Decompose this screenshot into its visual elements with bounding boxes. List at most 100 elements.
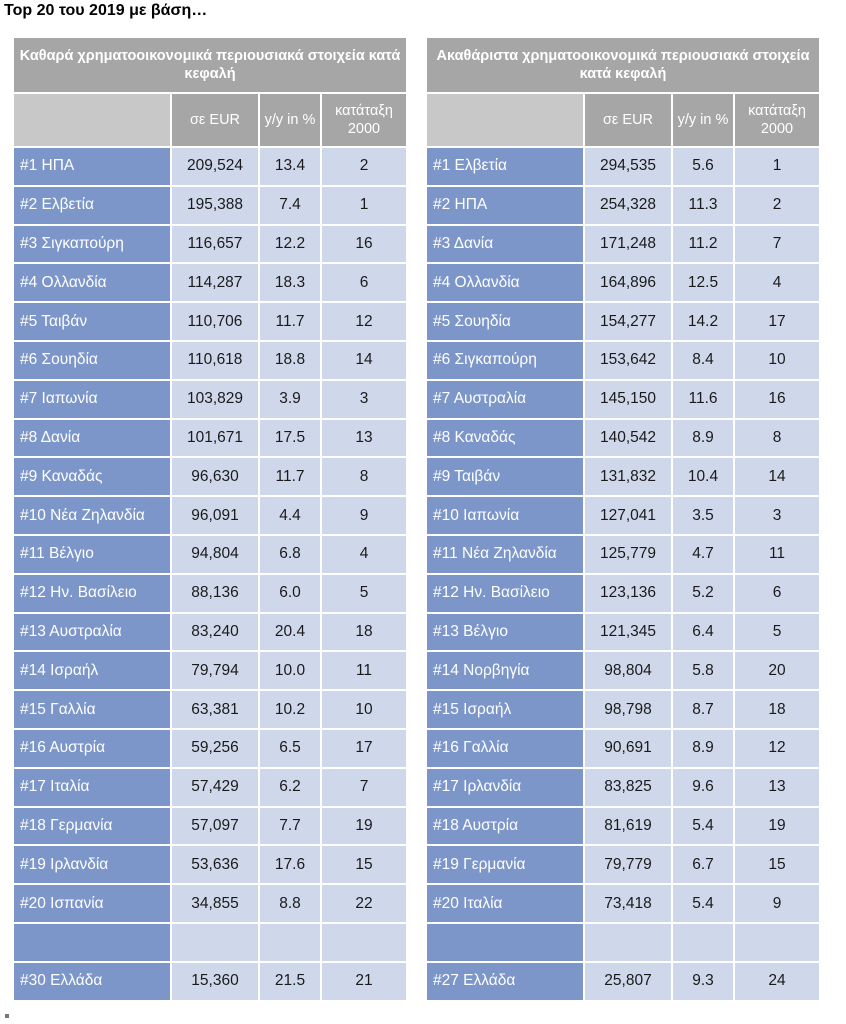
yy-change-cell: 12.2 (260, 225, 320, 263)
eur-value-cell: 154,277 (585, 303, 671, 340)
table-row: #19 Γερμανία 79,779 6.7 15 (427, 846, 819, 884)
rank-2000-cell: 16 (322, 225, 406, 263)
eur-value-cell: 63,381 (172, 691, 258, 728)
rank-2000-cell: 2 (735, 186, 819, 224)
table-row: #14 Νορβηγία 98,804 5.8 20 (427, 652, 819, 690)
yy-change-cell: 8.9 (673, 729, 733, 767)
country-cell (14, 923, 170, 961)
rank-2000-cell: 9 (735, 885, 819, 922)
table-row: #20 Ισπανία 34,855 8.8 22 (14, 885, 406, 922)
eur-value-cell: 73,418 (585, 885, 671, 922)
rank-2000-cell: 20 (735, 652, 819, 690)
eur-value-cell: 96,630 (172, 458, 258, 496)
yy-change-cell: 9.3 (673, 962, 733, 1000)
rank-2000-cell: 18 (735, 691, 819, 728)
yy-change-cell: 5.8 (673, 652, 733, 690)
country-cell: #2 Ελβετία (14, 186, 170, 224)
country-cell: #16 Αυστρία (14, 729, 170, 767)
yy-change-cell: 8.4 (673, 341, 733, 379)
yy-change-cell: 8.8 (260, 885, 320, 922)
country-cell: #2 ΗΠΑ (427, 186, 583, 224)
rank-2000-cell: 5 (735, 613, 819, 651)
rank-2000-cell: 13 (735, 768, 819, 806)
country-cell: #3 Σιγκαπούρη (14, 225, 170, 263)
country-cell: #20 Ισπανία (14, 885, 170, 922)
country-cell: #5 Ταιβάν (14, 303, 170, 340)
country-cell: #15 Γαλλία (14, 691, 170, 728)
country-cell: #10 Ιαπωνία (427, 497, 583, 534)
rank-2000-cell: 18 (322, 613, 406, 651)
table-row: #16 Γαλλία 90,691 8.9 12 (427, 729, 819, 767)
yy-change-cell: 12.5 (673, 264, 733, 302)
eur-value-cell: 15,360 (172, 962, 258, 1000)
rank-2000-cell: 5 (322, 574, 406, 612)
table-row: #11 Βέλγιο 94,804 6.8 4 (14, 535, 406, 573)
yy-change-cell: 5.2 (673, 574, 733, 612)
table-header: Καθαρά χρηματοοικονομικά περιουσιακά στο… (14, 38, 406, 92)
rank-2000-cell (322, 923, 406, 961)
table-row: #2 Ελβετία 195,388 7.4 1 (14, 186, 406, 224)
rank-2000-cell: 15 (322, 846, 406, 884)
column-header-eur: σε EUR (172, 94, 258, 146)
table-row: #7 Αυστραλία 145,150 11.6 16 (427, 380, 819, 418)
rank-2000-cell: 10 (735, 341, 819, 379)
rank-2000-cell: 13 (322, 419, 406, 457)
country-cell: #15 Ισραήλ (427, 691, 583, 728)
country-cell: #14 Ισραήλ (14, 652, 170, 690)
eur-value-cell: 81,619 (585, 807, 671, 845)
country-cell: #17 Ιταλία (14, 768, 170, 806)
country-cell: #30 Ελλάδα (14, 962, 170, 1000)
rank-2000-cell: 6 (735, 574, 819, 612)
country-cell: #6 Σουηδία (14, 341, 170, 379)
table-row: #12 Ην. Βασίλειο 88,136 6.0 5 (14, 574, 406, 612)
eur-value-cell: 140,542 (585, 419, 671, 457)
eur-value-cell: 164,896 (585, 264, 671, 302)
country-cell: #27 Ελλάδα (427, 962, 583, 1000)
rank-2000-cell: 6 (322, 264, 406, 302)
yy-change-cell: 18.3 (260, 264, 320, 302)
country-cell: #8 Καναδάς (427, 419, 583, 457)
country-cell: #19 Γερμανία (427, 846, 583, 884)
eur-value-cell: 294,535 (585, 148, 671, 185)
table-row: #13 Αυστραλία 83,240 20.4 18 (14, 613, 406, 651)
eur-value-cell (172, 923, 258, 961)
yy-change-cell: 21.5 (260, 962, 320, 1000)
table-row: #5 Σουηδία 154,277 14.2 17 (427, 303, 819, 340)
table-row: #12 Ην. Βασίλειο 123,136 5.2 6 (427, 574, 819, 612)
eur-value-cell: 79,794 (172, 652, 258, 690)
table-row: #1 ΗΠΑ 209,524 13.4 2 (14, 148, 406, 185)
country-cell: #9 Ταιβάν (427, 458, 583, 496)
table-row: #15 Γαλλία 63,381 10.2 10 (14, 691, 406, 728)
yy-change-cell: 13.4 (260, 148, 320, 185)
country-cell: #19 Ιρλανδία (14, 846, 170, 884)
country-cell: #8 Δανία (14, 419, 170, 457)
country-cell: #14 Νορβηγία (427, 652, 583, 690)
country-cell: #4 Ολλανδία (14, 264, 170, 302)
table-row (427, 923, 819, 961)
table-row: #20 Ιταλία 73,418 5.4 9 (427, 885, 819, 922)
eur-value-cell: 110,706 (172, 303, 258, 340)
rank-2000-cell: 19 (735, 807, 819, 845)
page-title: Top 20 του 2019 με βάση… (4, 2, 208, 19)
rank-2000-cell: 9 (322, 497, 406, 534)
eur-value-cell: 121,345 (585, 613, 671, 651)
rank-2000-cell: 15 (735, 846, 819, 884)
yy-change-cell: 17.5 (260, 419, 320, 457)
net-assets-table: Καθαρά χρηματοοικονομικά περιουσιακά στο… (12, 36, 408, 1002)
rank-2000-cell: 21 (322, 962, 406, 1000)
eur-value-cell: 98,798 (585, 691, 671, 728)
yy-change-cell: 6.5 (260, 729, 320, 767)
yy-change-cell: 5.4 (673, 885, 733, 922)
eur-value-cell: 96,091 (172, 497, 258, 534)
yy-change-cell: 10.0 (260, 652, 320, 690)
table-row: #18 Γερμανία 57,097 7.7 19 (14, 807, 406, 845)
column-header-eur: σε EUR (585, 94, 671, 146)
yy-change-cell: 10.2 (260, 691, 320, 728)
yy-change-cell: 8.7 (673, 691, 733, 728)
rank-2000-cell: 11 (322, 652, 406, 690)
rank-2000-cell: 2 (322, 148, 406, 185)
rank-2000-cell: 4 (322, 535, 406, 573)
rank-2000-cell: 3 (735, 497, 819, 534)
country-cell: #3 Δανία (427, 225, 583, 263)
table-row: #13 Βέλγιο 121,345 6.4 5 (427, 613, 819, 651)
